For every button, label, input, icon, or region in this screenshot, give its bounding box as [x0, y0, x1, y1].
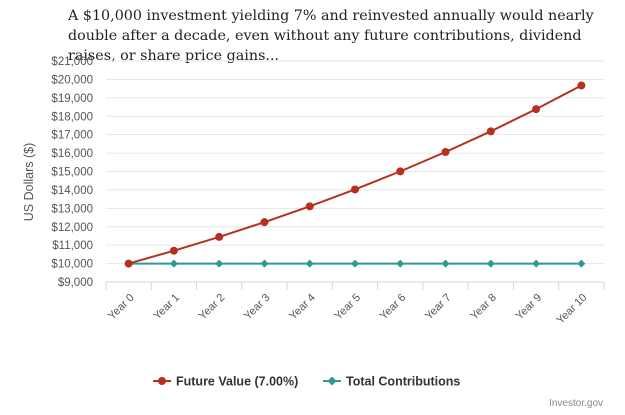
y-tick-label: $16,000	[51, 148, 93, 160]
x-tick-label: Year 6	[378, 292, 409, 323]
data-point[interactable]	[260, 218, 269, 227]
legend-marker-diamond	[327, 376, 337, 386]
data-point[interactable]	[260, 259, 269, 268]
y-tick-label: $12,000	[51, 222, 93, 234]
source-credit: Investor.gov	[549, 398, 603, 409]
data-point[interactable]	[396, 259, 405, 268]
y-tick-label: $17,000	[51, 130, 93, 142]
y-tick-label: $20,000	[51, 74, 93, 86]
y-tick-label: $18,000	[51, 111, 93, 123]
y-tick-label: $21,000	[51, 56, 93, 68]
x-tick-label: Year 7	[423, 292, 454, 323]
data-point[interactable]	[441, 148, 450, 157]
data-point[interactable]	[577, 81, 586, 90]
x-tick-label: Year 9	[514, 292, 545, 323]
data-point[interactable]	[486, 127, 495, 136]
x-axis-ticks: Year 0 Year 1 Year 2 Year 3 Year 4 Year 5 Year…	[106, 292, 589, 327]
data-point[interactable]	[532, 259, 541, 268]
data-point[interactable]	[305, 202, 314, 211]
data-point[interactable]	[396, 167, 405, 176]
x-axis	[105, 281, 605, 290]
data-point[interactable]	[532, 105, 541, 114]
y-axis-label: US Dollars ($)	[22, 143, 36, 222]
x-tick-label: Year 10	[554, 292, 589, 327]
x-tick-label: Year 8	[468, 292, 499, 323]
legend-item-future-value[interactable]: Future Value (7.00%)	[153, 375, 298, 389]
data-point[interactable]	[124, 259, 133, 268]
series-layer	[124, 81, 586, 268]
data-point[interactable]	[169, 259, 178, 268]
y-tick-label: $9,000	[58, 277, 93, 289]
legend: Future Value (7.00%) Total Contributions	[153, 375, 460, 389]
y-tick-label: $15,000	[51, 167, 93, 179]
x-tick-label: Year 0	[106, 292, 137, 323]
data-point[interactable]	[486, 259, 495, 268]
y-tick-label: $10,000	[51, 259, 93, 271]
data-point[interactable]	[577, 259, 586, 268]
x-tick-label: Year 2	[197, 292, 228, 323]
x-tick-label: Year 3	[242, 292, 273, 323]
x-tick-label: Year 5	[332, 292, 363, 323]
legend-marker-circle	[158, 377, 166, 385]
series-total-contributions	[124, 259, 586, 268]
chart-title: A $10,000 investment yielding 7% and rei…	[68, 8, 594, 64]
series-line	[128, 84, 582, 265]
series-future-value-7-00	[124, 81, 586, 268]
data-point[interactable]	[305, 259, 314, 268]
legend-label-future-value: Future Value (7.00%)	[176, 375, 298, 389]
data-point[interactable]	[215, 232, 224, 241]
data-point[interactable]	[215, 259, 224, 268]
data-point[interactable]	[441, 259, 450, 268]
y-axis-ticks: $9,000 $10,000 $11,000 $12,000 $13,000 $14,00…	[51, 56, 93, 289]
data-point[interactable]	[351, 259, 359, 268]
legend-label-total-contributions: Total Contributions	[346, 375, 460, 389]
data-point[interactable]	[351, 185, 359, 194]
y-tick-label: $14,000	[51, 185, 93, 197]
y-tick-label: $11,000	[52, 240, 93, 252]
data-point[interactable]	[169, 246, 178, 255]
x-tick-label: Year 1	[151, 292, 182, 323]
y-tick-label: $13,000	[51, 203, 93, 215]
legend-item-total-contributions[interactable]: Total Contributions	[323, 375, 460, 389]
x-tick-label: Year 4	[287, 292, 318, 323]
y-tick-label: $19,000	[51, 93, 93, 105]
